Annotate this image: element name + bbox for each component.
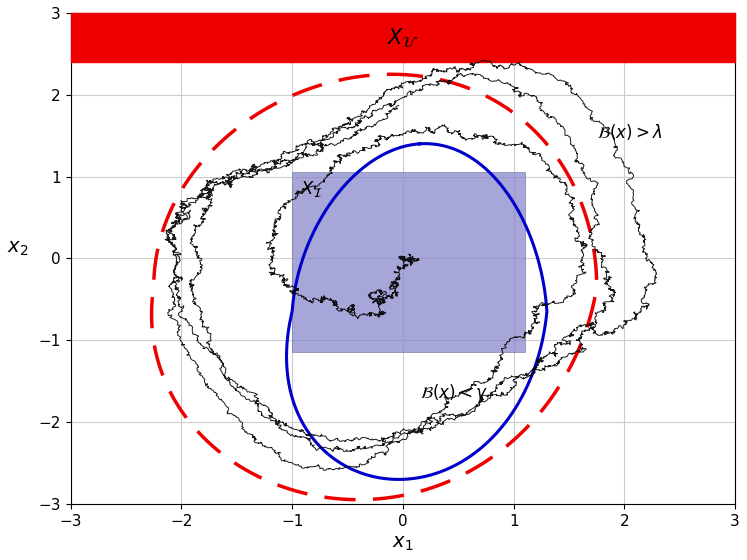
Text: $\mathcal{B}(x) < \gamma$: $\mathcal{B}(x) < \gamma$ bbox=[420, 382, 487, 404]
Y-axis label: $x_2$: $x_2$ bbox=[7, 239, 28, 258]
X-axis label: $x_1$: $x_1$ bbox=[392, 534, 414, 553]
Bar bbox=[71, 13, 735, 62]
Text: $X_{\mathcal{U}}$: $X_{\mathcal{U}}$ bbox=[388, 26, 418, 49]
Text: $\mathcal{B}(x) > \lambda$: $\mathcal{B}(x) > \lambda$ bbox=[597, 122, 662, 142]
Text: $X_{\mathcal{I}}$: $X_{\mathcal{I}}$ bbox=[300, 179, 323, 199]
Bar bbox=[292, 172, 524, 352]
